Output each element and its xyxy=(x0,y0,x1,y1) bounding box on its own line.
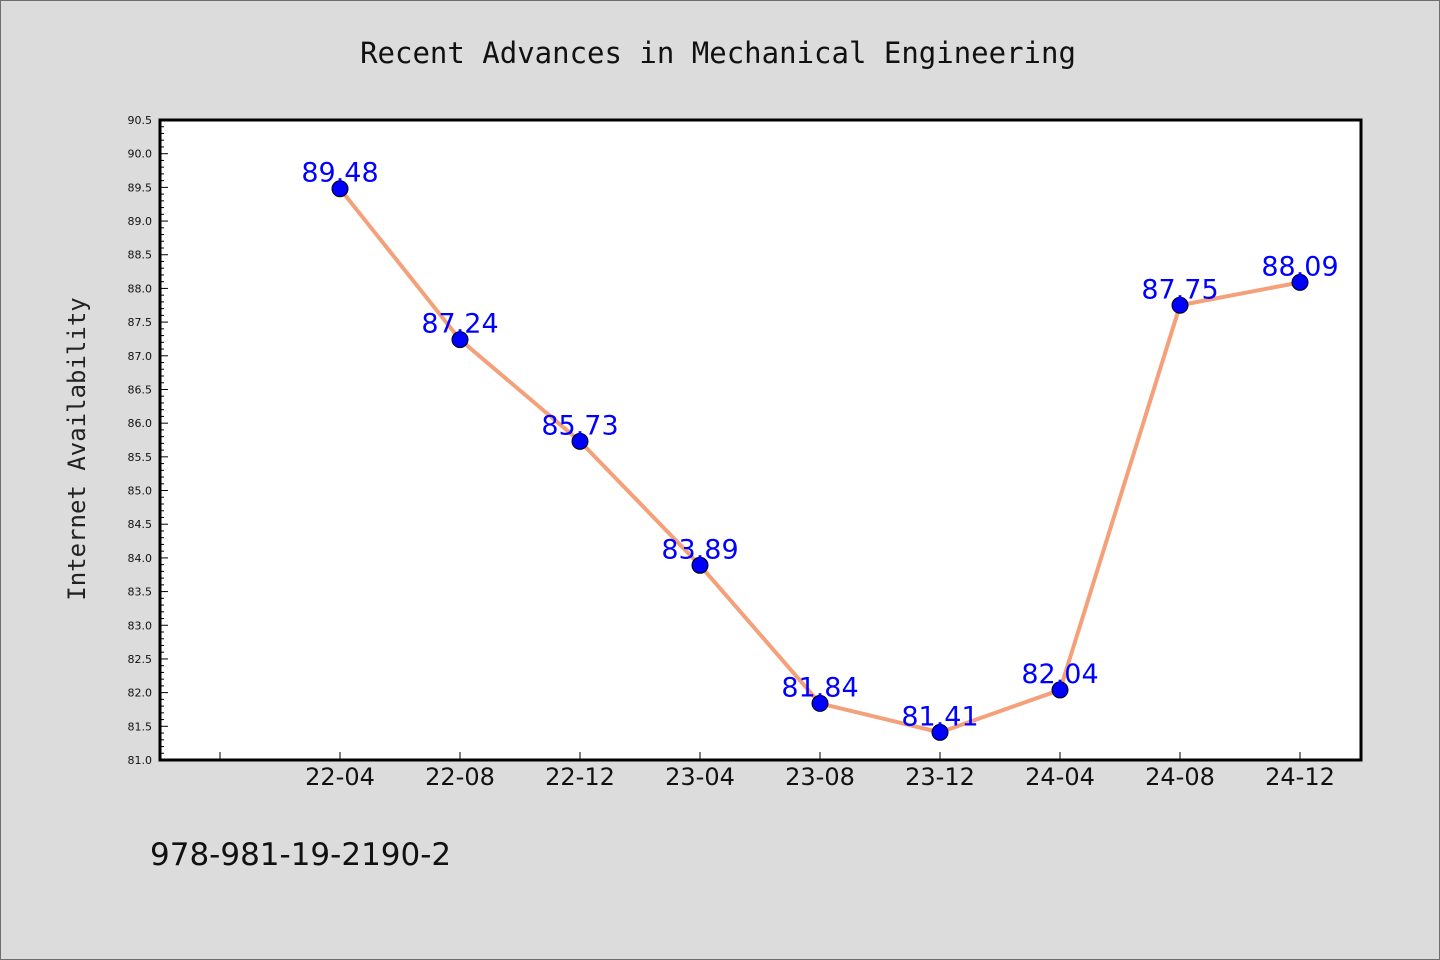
data-label: 87.75 xyxy=(1141,274,1218,305)
data-label: 88.09 xyxy=(1261,251,1338,282)
chart-title: Recent Advances in Mechanical Engineerin… xyxy=(360,36,1076,70)
y-tick-label: 82.0 xyxy=(128,687,153,700)
data-point xyxy=(1051,681,1069,699)
y-tick-label: 88.5 xyxy=(128,249,153,262)
data-point xyxy=(571,432,589,450)
x-tick-label: 22-08 xyxy=(425,763,495,791)
y-tick-label: 85.5 xyxy=(128,451,153,464)
data-point xyxy=(451,331,469,349)
data-points xyxy=(331,180,1309,741)
y-tick-label: 86.0 xyxy=(128,417,153,430)
y-tick-label: 82.5 xyxy=(128,653,153,666)
y-tick-label: 84.5 xyxy=(128,518,153,531)
data-label: 89.48 xyxy=(301,158,378,189)
data-labels: 89.48 87.24 85.73 83.89 81.84 81.41 82.04 87.75… xyxy=(301,158,1338,733)
data-point xyxy=(811,694,829,712)
y-tick-label: 88.0 xyxy=(128,282,153,295)
y-tick-label: 84.0 xyxy=(128,552,153,565)
data-label: 81.84 xyxy=(781,672,858,703)
y-tick-label: 83.0 xyxy=(128,619,153,632)
x-tick-label: 23-08 xyxy=(785,763,855,791)
y-tick-label: 89.0 xyxy=(128,215,153,228)
y-axis: 81.0 81.5 82.0 82.5 83.0 83.5 84.0 84.5 85.0 85.5… xyxy=(128,114,168,767)
y-tick-label: 85.0 xyxy=(128,485,153,498)
x-tick-label: 24-08 xyxy=(1145,763,1215,791)
y-tick-label: 86.5 xyxy=(128,383,153,396)
x-tick-label: 24-12 xyxy=(1265,763,1335,791)
y-tick-label: 90.5 xyxy=(128,114,153,127)
y-tick-label: 89.5 xyxy=(128,181,153,194)
x-tick-label: 24-04 xyxy=(1025,763,1095,791)
data-label: 85.73 xyxy=(541,410,618,441)
x-tick-label: 22-04 xyxy=(305,763,375,791)
data-point xyxy=(331,180,349,198)
isbn-text: 978-981-19-2190-2 xyxy=(150,837,451,873)
plot-area xyxy=(158,118,1363,762)
data-point xyxy=(1291,273,1309,291)
data-label: 82.04 xyxy=(1021,659,1098,690)
y-tick-label: 81.0 xyxy=(128,754,153,767)
data-point xyxy=(1171,296,1189,314)
y-tick-label: 90.0 xyxy=(128,148,153,161)
x-tick-label: 22-12 xyxy=(545,763,615,791)
x-tick-label: 23-04 xyxy=(665,763,735,791)
y-tick-label: 81.5 xyxy=(128,720,153,733)
x-tick-label: 23-12 xyxy=(905,763,975,791)
y-tick-label: 87.0 xyxy=(128,350,153,363)
y-axis-label: Internet Availability xyxy=(63,297,91,600)
data-point xyxy=(691,556,709,574)
data-label: 81.41 xyxy=(901,701,978,732)
x-axis: 22-04 22-08 22-12 23-04 23-08 23-12 24-04 24-08… xyxy=(219,752,1335,791)
y-tick-label: 83.5 xyxy=(128,586,153,599)
data-label: 87.24 xyxy=(421,309,498,340)
data-label: 83.89 xyxy=(661,534,738,565)
data-point xyxy=(931,723,949,741)
y-tick-label: 87.5 xyxy=(128,316,153,329)
